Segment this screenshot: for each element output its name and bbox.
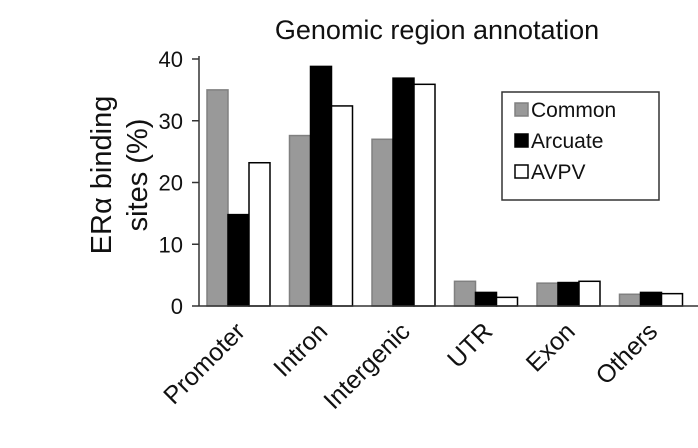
bar-avpv-utr: [495, 296, 519, 307]
bar-common-intergenic: [371, 138, 394, 307]
x-tick-label-exon: Exon: [521, 317, 581, 377]
y-tick-label: 10: [159, 232, 183, 257]
legend-swatch-arcuate: [514, 133, 529, 148]
y-axis-title: ERα binding sites (%): [86, 96, 154, 255]
legend-label-avpv: AVPV: [531, 161, 585, 184]
x-tick-label-intron: Intron: [268, 317, 333, 382]
legend-label-arcuate: Arcuate: [531, 130, 603, 153]
x-tick-label-intergenic: Intergenic: [318, 317, 415, 414]
y-axis-title-line1: ERα binding: [86, 96, 118, 255]
y-tick-label: 40: [159, 47, 183, 72]
y-tick-label: 30: [159, 109, 183, 134]
y-tick-label: 20: [159, 171, 183, 196]
x-tick-label-others: Others: [590, 317, 663, 390]
bar-avpv-exon: [578, 280, 601, 307]
bar-common-exon: [536, 282, 559, 307]
legend: Common Arcuate AVPV: [501, 91, 660, 201]
bar-common-others: [618, 293, 642, 307]
legend-items: Common Arcuate AVPV: [514, 99, 616, 184]
bar-arcuate-utr: [474, 291, 498, 307]
x-tick-label-utr: UTR: [442, 317, 498, 373]
bar-common-promoter: [206, 89, 229, 307]
bar-common-utr: [453, 280, 477, 307]
legend-swatch-avpv: [514, 164, 529, 179]
bar-arcuate-intron: [309, 65, 333, 307]
bar-avpv-intergenic: [413, 83, 436, 307]
legend-label-common: Common: [531, 99, 616, 122]
legend-swatch-common: [514, 102, 529, 117]
axes: [198, 56, 698, 307]
bar-common-intron: [288, 134, 312, 307]
y-ticks: 0 10 20 30 40: [159, 47, 199, 319]
bar-avpv-promoter: [248, 161, 271, 307]
bar-arcuate-others: [639, 291, 663, 307]
bar-avpv-others: [660, 292, 684, 307]
bar-arcuate-promoter: [227, 213, 250, 307]
bar-arcuate-intergenic: [392, 77, 415, 307]
y-tick-label: 0: [171, 294, 183, 319]
bar-arcuate-exon: [557, 281, 580, 307]
bar-avpv-intron: [330, 105, 354, 307]
x-tick-label-promoter: Promoter: [158, 317, 250, 409]
chart-title: Genomic region annotation: [275, 15, 599, 45]
y-axis-title-line2: sites (%): [122, 119, 154, 232]
